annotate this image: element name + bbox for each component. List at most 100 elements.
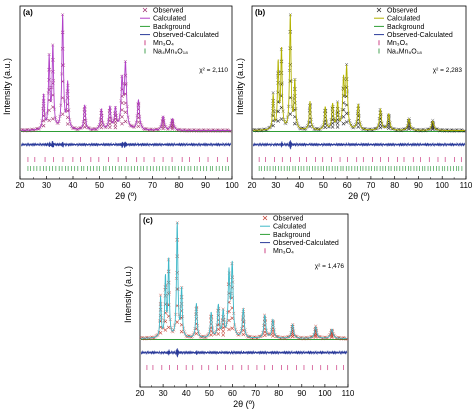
x-tick-label: 30 bbox=[159, 389, 168, 398]
x-tick-label: 30 bbox=[271, 181, 280, 190]
x-tick-label: 100 bbox=[225, 181, 239, 190]
calculated-line bbox=[21, 13, 231, 131]
observed-peak-marker bbox=[230, 326, 235, 331]
observed-peak-marker bbox=[221, 329, 225, 334]
x-tick-label: 70 bbox=[148, 181, 157, 190]
x-axis-label: 2θ (º) bbox=[233, 399, 255, 409]
legend-entry: Mn₃O₄ bbox=[153, 40, 174, 47]
legend-entry: Background bbox=[387, 24, 424, 31]
x-tick-label: 80 bbox=[390, 181, 399, 190]
legend-entry: Calculated bbox=[387, 16, 420, 23]
bragg-reflections bbox=[146, 365, 344, 371]
x-tick-label: 20 bbox=[16, 181, 25, 190]
legend-observed-marker bbox=[262, 215, 268, 221]
observed-peak-marker bbox=[227, 318, 231, 323]
observed-peak-marker bbox=[330, 107, 335, 111]
observed-peak-marker bbox=[378, 122, 383, 127]
x-axis: 20 30 40 50 60 70 80 90 100 110 bbox=[248, 176, 473, 190]
x-tick-label: 50 bbox=[319, 181, 328, 190]
observed-peak-marker bbox=[47, 108, 51, 113]
observed-marker bbox=[428, 127, 432, 131]
observed-peak-marker bbox=[216, 332, 221, 336]
legend-entry: Observed bbox=[153, 7, 183, 14]
observed-peak-marker bbox=[209, 333, 213, 337]
observed-peak-marker bbox=[430, 126, 435, 130]
x-tick-label: 40 bbox=[295, 181, 304, 190]
observed-marker bbox=[345, 62, 349, 67]
observed-peak-marker bbox=[430, 127, 435, 132]
observed-peak-marker bbox=[341, 114, 346, 119]
panel-label: (c) bbox=[143, 216, 153, 225]
observed-peak-marker bbox=[179, 329, 184, 334]
chi-squared: χ² = 2,110 bbox=[199, 67, 228, 74]
x-tick-label: 60 bbox=[122, 181, 131, 190]
observed-peak-marker bbox=[170, 125, 175, 130]
observed-peak-marker bbox=[65, 122, 70, 126]
legend-entry: Observed-Calculated bbox=[387, 32, 453, 39]
observed-peak-marker bbox=[313, 335, 318, 339]
calculated-line bbox=[253, 13, 465, 131]
observed-peak-marker bbox=[221, 333, 225, 337]
observed-peak-marker bbox=[263, 333, 267, 338]
observed-peak-marker bbox=[175, 320, 180, 324]
observed-peak-marker bbox=[51, 116, 55, 121]
observed-peak-marker bbox=[230, 316, 235, 320]
observed-peak-marker bbox=[123, 119, 128, 124]
legend-entry: Mn₃O₄ bbox=[387, 40, 408, 47]
observed-peak-marker bbox=[227, 327, 231, 332]
legend-entry: Na₄Mn₉O₁₈ bbox=[387, 48, 422, 55]
observed-peak-marker bbox=[323, 109, 328, 113]
observed-peak-marker bbox=[335, 125, 340, 129]
x-tick-label: 100 bbox=[318, 389, 332, 398]
observed-peak-marker bbox=[344, 111, 349, 116]
observed-marker bbox=[158, 293, 163, 297]
observed-peak-marker bbox=[120, 108, 124, 112]
chi-squared: χ² = 2,283 bbox=[433, 67, 463, 74]
x-tick-label: 60 bbox=[228, 389, 237, 398]
observed-peak-marker bbox=[120, 115, 124, 119]
difference-line bbox=[252, 140, 466, 150]
difference-line bbox=[140, 348, 348, 358]
y-axis-label: Intensity (a.u.) bbox=[2, 58, 12, 115]
legend-entry: Calculated bbox=[273, 224, 306, 231]
observed-peak-marker bbox=[271, 104, 275, 108]
legend-entry: Observed-Calculated bbox=[273, 240, 339, 247]
observed-peak-marker bbox=[330, 121, 335, 126]
observed-peak-marker bbox=[323, 125, 328, 130]
x-axis: 20 30 40 50 60 70 80 90 100 bbox=[16, 176, 239, 190]
observed-peak-marker bbox=[407, 127, 411, 131]
x-tick-label: 20 bbox=[136, 389, 145, 398]
legend-entry: Calculated bbox=[153, 16, 186, 23]
observed-peak-marker bbox=[407, 125, 411, 130]
observed-peak-marker bbox=[276, 119, 280, 123]
x-tick-label: 60 bbox=[343, 181, 352, 190]
observed-peak-marker bbox=[99, 125, 104, 130]
observed-marker bbox=[132, 125, 136, 129]
observed-peak-marker bbox=[330, 334, 334, 338]
observed-peak-marker bbox=[166, 280, 171, 285]
legend: Observed CalculatedBackgroundObserved-Cal… bbox=[140, 7, 219, 55]
observed-peak-marker bbox=[356, 121, 361, 126]
observed-peak-marker bbox=[209, 315, 213, 319]
observed-marker bbox=[271, 91, 275, 95]
observed-peak-marker bbox=[241, 328, 246, 333]
observed-peak-marker bbox=[378, 125, 383, 130]
observed-peak-marker bbox=[323, 122, 328, 126]
observed-marker bbox=[213, 332, 217, 336]
x-tick-label: 70 bbox=[366, 181, 375, 190]
observed-peak-marker bbox=[308, 124, 312, 129]
panel-label: (b) bbox=[255, 8, 266, 17]
observed-peak-marker bbox=[271, 331, 275, 336]
observed-peak-marker bbox=[221, 325, 225, 330]
observed-peak-marker bbox=[279, 71, 284, 75]
observed-peak-marker bbox=[263, 330, 267, 334]
legend-entry: Background bbox=[153, 24, 190, 31]
panel-label: (a) bbox=[23, 8, 33, 17]
x-tick-label: 20 bbox=[248, 181, 257, 190]
observed-peak-marker bbox=[136, 120, 141, 124]
x-tick-label: 110 bbox=[460, 181, 473, 190]
legend-symbol bbox=[262, 215, 268, 221]
x-tick-label: 80 bbox=[175, 181, 184, 190]
observed-marker bbox=[246, 335, 250, 339]
